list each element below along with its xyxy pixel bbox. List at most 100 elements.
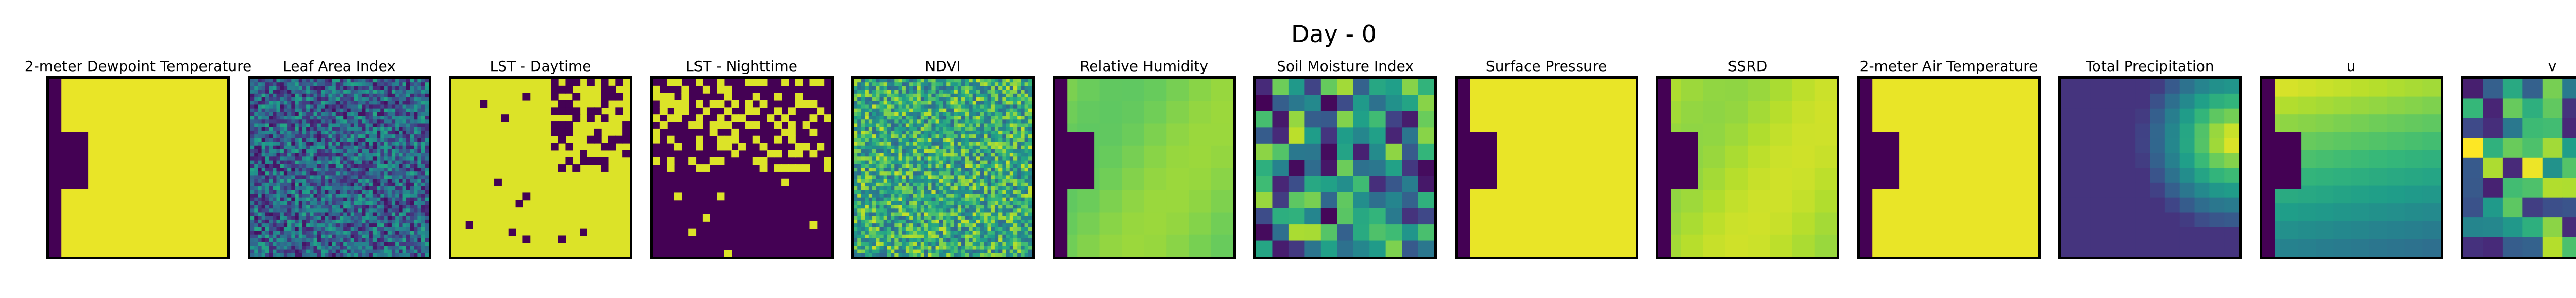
heatmap-cell — [876, 116, 880, 120]
heatmap-cell — [276, 175, 281, 180]
heatmap-cell — [361, 130, 366, 135]
heatmap-cell — [417, 253, 422, 257]
heatmap-cell — [872, 93, 877, 98]
heatmap-cell — [1418, 143, 1434, 161]
heatmap-cell — [913, 160, 918, 165]
heatmap-cell — [891, 93, 895, 98]
heatmap-cell — [998, 93, 1003, 98]
heatmap-cell — [283, 116, 288, 120]
heatmap-cell — [898, 108, 903, 113]
heatmap-cell — [287, 219, 292, 224]
heatmap-cell — [298, 182, 303, 187]
heatmap-cell — [291, 90, 296, 94]
heatmap-cell — [376, 182, 381, 187]
heatmap-cell — [417, 238, 422, 243]
heatmap-cell — [261, 171, 266, 176]
heatmap-cell — [879, 90, 884, 94]
heatmap-cell — [421, 97, 426, 102]
heatmap-cell — [1009, 208, 1014, 213]
heatmap-cell — [298, 238, 303, 243]
heatmap-cell — [887, 160, 892, 165]
heatmap-cell — [324, 253, 329, 257]
heatmap-cell — [972, 219, 977, 224]
heatmap-cell — [1021, 186, 1025, 191]
heatmap-cell — [376, 145, 381, 150]
heatmap-cell — [894, 238, 899, 243]
heatmap-cell — [913, 212, 918, 217]
heatmap-cell — [920, 97, 925, 102]
heatmap-cell — [994, 112, 999, 117]
heatmap-cell — [387, 164, 392, 169]
heatmap-cell — [943, 108, 947, 113]
heatmap-cell — [976, 112, 981, 117]
heatmap-patch — [688, 228, 696, 236]
heatmap-cell — [969, 242, 973, 247]
heatmap-cell — [924, 190, 929, 195]
heatmap-patch — [795, 79, 803, 86]
heatmap-cell — [380, 182, 385, 187]
heatmap-cell — [1288, 143, 1306, 161]
heatmap-cell — [276, 86, 281, 91]
heatmap-cell — [994, 212, 999, 217]
heatmap-cell — [361, 97, 366, 102]
heatmap-cell — [406, 134, 411, 139]
heatmap-cell — [935, 201, 940, 206]
heatmap-cell — [1021, 216, 1025, 220]
heatmap-cell — [879, 145, 884, 150]
heatmap-cell — [1002, 138, 1007, 143]
heatmap-cell — [1002, 97, 1007, 102]
heatmap-cell — [253, 231, 258, 235]
heatmap-cell — [894, 194, 899, 198]
heatmap-cell — [991, 238, 995, 243]
heatmap-cell — [1013, 190, 1018, 195]
heatmap-cell — [872, 171, 877, 176]
heatmap-cell — [861, 79, 866, 83]
heatmap-cell — [369, 182, 374, 187]
heatmap-cell — [976, 186, 981, 191]
heatmap-cell — [928, 86, 933, 91]
heatmap-cell — [991, 194, 995, 198]
heatmap-cell — [1418, 95, 1434, 112]
heatmap-cell — [876, 179, 880, 183]
heatmap-cell — [380, 208, 385, 213]
heatmap-cell — [1099, 168, 1123, 191]
heatmap-cell — [283, 90, 288, 94]
heatmap-cell — [380, 116, 385, 120]
heatmap-cell — [280, 123, 284, 128]
heatmap-cell — [1017, 145, 1022, 150]
heatmap-cell — [295, 246, 299, 250]
heatmap-cell — [991, 253, 995, 257]
heatmap-cell — [295, 171, 299, 176]
heatmap-cell — [872, 79, 877, 83]
heatmap-cell — [276, 223, 281, 228]
heatmap-cell — [865, 223, 869, 228]
heatmap-cell — [917, 119, 921, 124]
heatmap-cell — [384, 186, 388, 191]
heatmap-cell — [950, 179, 955, 183]
heatmap-cell — [931, 223, 936, 228]
heatmap-cell — [261, 238, 266, 243]
heatmap-cell — [976, 190, 981, 195]
heatmap-cell — [369, 227, 374, 232]
heatmap-cell — [291, 93, 296, 98]
heatmap-cell — [346, 205, 351, 209]
heatmap-cell — [317, 190, 321, 195]
heatmap-cell — [969, 79, 973, 83]
heatmap-cell — [421, 223, 426, 228]
heatmap-cell — [905, 153, 910, 157]
heatmap-cell — [902, 179, 906, 183]
heatmap-cell — [276, 79, 281, 83]
heatmap-cell — [987, 231, 992, 235]
heatmap-cell — [298, 249, 303, 254]
heatmap-cell — [1013, 246, 1018, 250]
heatmap-cell — [917, 134, 921, 139]
heatmap-cell — [965, 205, 970, 209]
heatmap-cell — [365, 212, 370, 217]
heatmap-cell — [365, 168, 370, 172]
heatmap-cell — [931, 197, 936, 202]
heatmap-cell — [1009, 142, 1014, 146]
heatmap-cell — [354, 231, 359, 235]
heatmap-cell — [1024, 197, 1029, 202]
heatmap-cell — [998, 253, 1003, 257]
heatmap-cell — [865, 149, 869, 154]
